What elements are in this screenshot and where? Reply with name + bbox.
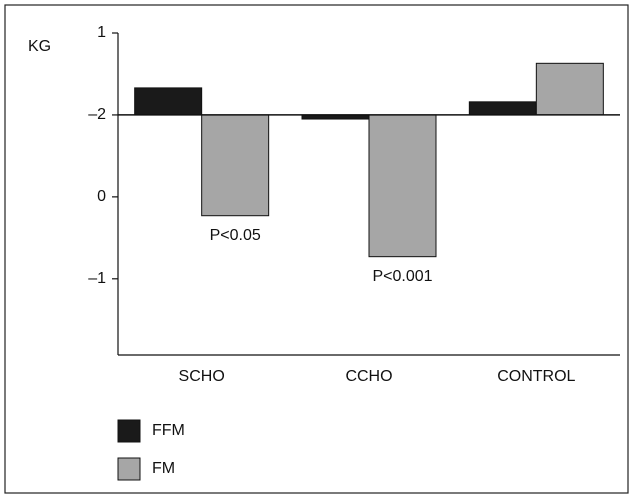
legend-swatch: [117, 419, 141, 443]
annotation: P<0.05: [210, 227, 261, 244]
bar: [201, 114, 270, 217]
annotation: P<0.001: [372, 268, 432, 285]
x-tick-label: CONTROL: [497, 368, 575, 385]
bar: [368, 114, 437, 258]
y-axis-label: KG: [28, 38, 51, 55]
y-tick-label: 1: [97, 24, 106, 41]
legend-swatch: [117, 457, 141, 481]
y-tick-label: 0: [97, 188, 106, 205]
x-tick-label: CCHO: [345, 368, 392, 385]
bar: [468, 101, 537, 116]
bar: [134, 87, 203, 116]
legend-label: FM: [152, 460, 175, 477]
x-tick-label: SCHO: [179, 368, 225, 385]
frame: [4, 4, 629, 494]
bar: [535, 62, 604, 116]
y-tick-label: –2: [88, 106, 106, 123]
legend-label: FFM: [152, 422, 185, 439]
y-tick-label: –1: [88, 270, 106, 287]
